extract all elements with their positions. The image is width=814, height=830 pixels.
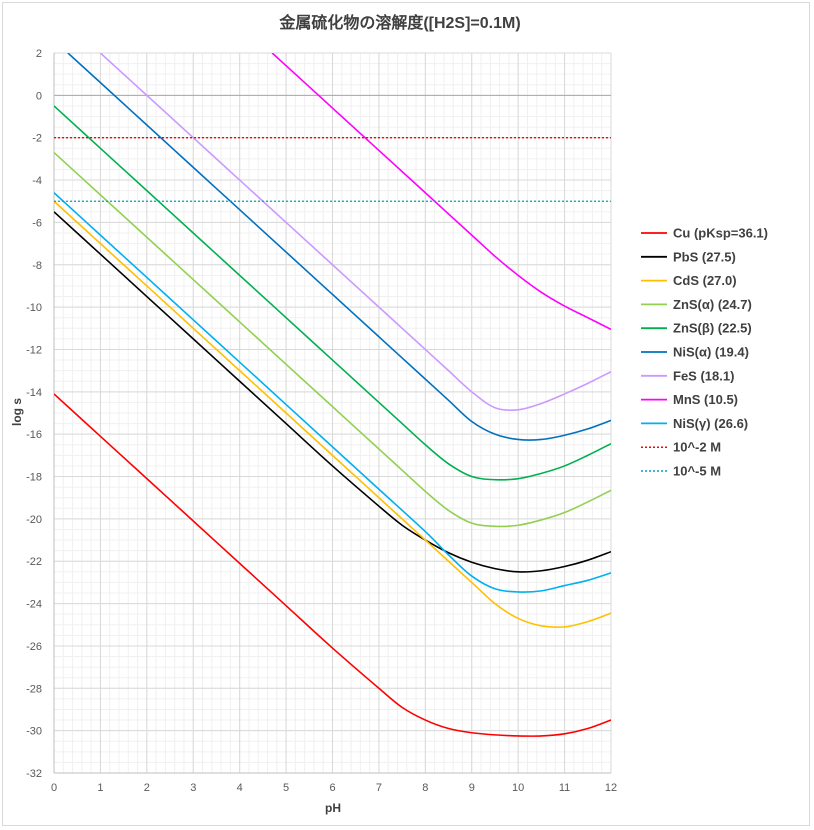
- y-axis-title: log s: [10, 398, 24, 426]
- y-tick-label: -16: [26, 429, 42, 441]
- series-line-pbs-27-5: [54, 211, 611, 573]
- axes: 0 1 2 3 4 5 6 7 8 9 10 11 1220-2-4-6-8-10-12-14-16-1…: [26, 48, 617, 794]
- legend-label: ZnS(α) (24.7): [673, 297, 752, 312]
- legend[interactable]: Cu (pKsp=36.1) PbS (27.5) CdS (27.0) ZnS(α)…: [641, 226, 768, 479]
- legend-item-mns-10-5[interactable]: MnS (10.5): [641, 392, 738, 407]
- legend-item-nis-19-4[interactable]: NiS(α) (19.4): [641, 345, 749, 360]
- x-tick-label: 12: [605, 782, 617, 794]
- series-line-fes-18-1: [99, 53, 611, 412]
- series-line-cu-pksp-36-1: [54, 393, 611, 737]
- x-tick-label: 6: [329, 782, 335, 794]
- y-tick-label: -20: [26, 514, 42, 526]
- series-line-zns-22-5: [54, 105, 611, 481]
- x-tick-label: 1: [97, 782, 103, 794]
- legend-item-cu-pksp-36-1[interactable]: Cu (pKsp=36.1): [641, 226, 768, 241]
- legend-label: FeS (18.1): [673, 368, 734, 383]
- legend-label: ZnS(β) (22.5): [673, 321, 752, 336]
- y-tick-label: -22: [26, 556, 42, 568]
- legend-item-10-2-m[interactable]: 10^-2 M: [641, 440, 721, 455]
- legend-label: 10^-5 M: [673, 464, 721, 479]
- y-tick-label: -4: [32, 175, 42, 187]
- legend-item-10-5-m[interactable]: 10^-5 M: [641, 464, 721, 479]
- y-tick-label: -28: [26, 683, 42, 695]
- series-line-mns-10-5: [271, 53, 611, 331]
- legend-label: 10^-2 M: [673, 440, 721, 455]
- chart-title: 金属硫化物の溶解度([H2S]=0.1M): [278, 13, 520, 32]
- y-tick-label: -26: [26, 641, 42, 653]
- x-tick-label: 10: [512, 782, 524, 794]
- x-tick-label: 3: [190, 782, 196, 794]
- y-tick-label: -24: [26, 599, 42, 611]
- legend-item-cds-27-0[interactable]: CdS (27.0): [641, 273, 737, 288]
- legend-label: Cu (pKsp=36.1): [673, 226, 768, 241]
- x-tick-label: 7: [376, 782, 382, 794]
- x-tick-label: 0: [51, 782, 57, 794]
- x-tick-label: 4: [237, 782, 243, 794]
- x-tick-label: 9: [469, 782, 475, 794]
- y-tick-label: -10: [26, 302, 42, 314]
- legend-label: MnS (10.5): [673, 392, 738, 407]
- series-line-cds-27-0: [54, 200, 611, 629]
- x-tick-label: 2: [144, 782, 150, 794]
- x-tick-label: 11: [559, 782, 570, 794]
- series-line-nis-19-4: [67, 53, 611, 441]
- y-tick-label: -30: [26, 726, 42, 738]
- series-line-nis-26-6: [54, 192, 611, 593]
- legend-item-nis-26-6[interactable]: NiS(γ) (26.6): [641, 416, 748, 431]
- legend-label: CdS (27.0): [673, 273, 737, 288]
- y-tick-label: -6: [32, 217, 42, 229]
- y-tick-label: 2: [36, 48, 42, 60]
- grid: [53, 52, 612, 774]
- legend-label: NiS(γ) (26.6): [673, 416, 748, 431]
- x-axis-title: pH: [325, 801, 341, 815]
- x-tick-label: 8: [422, 782, 428, 794]
- legend-item-pbs-27-5[interactable]: PbS (27.5): [641, 249, 736, 264]
- legend-label: NiS(α) (19.4): [673, 345, 749, 360]
- y-tick-label: -2: [32, 133, 42, 145]
- series-lines: [54, 53, 611, 737]
- legend-item-fes-18-1[interactable]: FeS (18.1): [641, 368, 734, 383]
- y-tick-label: -14: [26, 387, 42, 399]
- y-tick-label: -18: [26, 472, 42, 484]
- x-tick-label: 5: [283, 782, 289, 794]
- series-line-zns-24-7: [54, 151, 611, 528]
- y-tick-label: -32: [26, 768, 42, 780]
- y-tick-label: 0: [36, 90, 42, 102]
- y-tick-label: -8: [32, 260, 42, 272]
- legend-item-zns-24-7[interactable]: ZnS(α) (24.7): [641, 297, 752, 312]
- y-tick-label: -12: [26, 344, 42, 356]
- legend-item-zns-22-5[interactable]: ZnS(β) (22.5): [641, 321, 752, 336]
- legend-label: PbS (27.5): [673, 249, 736, 264]
